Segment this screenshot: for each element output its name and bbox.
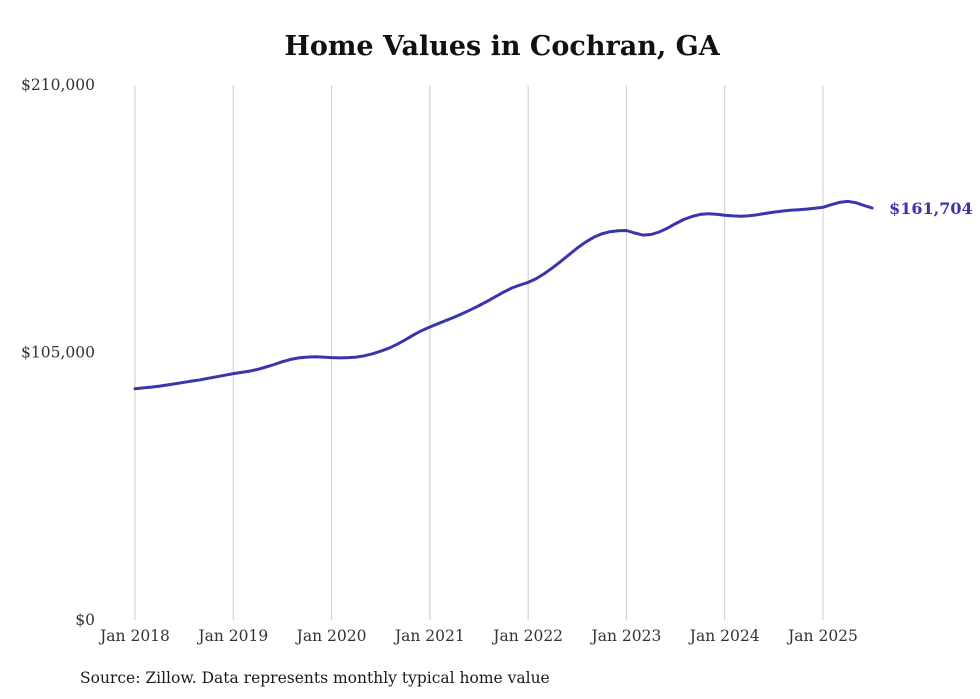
end-value-label: $161,704 <box>889 199 973 218</box>
x-tick-label: Jan 2024 <box>688 627 760 645</box>
x-tick-label: Jan 2020 <box>295 627 367 645</box>
x-tick-label: Jan 2023 <box>590 627 662 645</box>
y-tick-label: $210,000 <box>21 76 95 94</box>
y-tick-label: $0 <box>75 611 95 629</box>
y-tick-label: $105,000 <box>21 344 95 362</box>
x-tick-label: Jan 2021 <box>393 627 465 645</box>
x-tick-label: Jan 2025 <box>786 627 858 645</box>
source-note: Source: Zillow. Data represents monthly … <box>80 669 550 687</box>
x-tick-label: Jan 2022 <box>491 627 563 645</box>
gridlines <box>134 85 824 620</box>
x-axis-labels: Jan 2018 Jan 2019 Jan 2020 Jan 2021 Jan 2022… <box>98 627 858 645</box>
value-line <box>133 199 874 391</box>
y-axis-labels: $210,000 $105,000 $0 <box>21 76 95 629</box>
x-tick-label: Jan 2019 <box>196 627 268 645</box>
x-tick-label: Jan 2018 <box>98 627 170 645</box>
chart-title: Home Values in Cochran, GA <box>284 31 720 62</box>
